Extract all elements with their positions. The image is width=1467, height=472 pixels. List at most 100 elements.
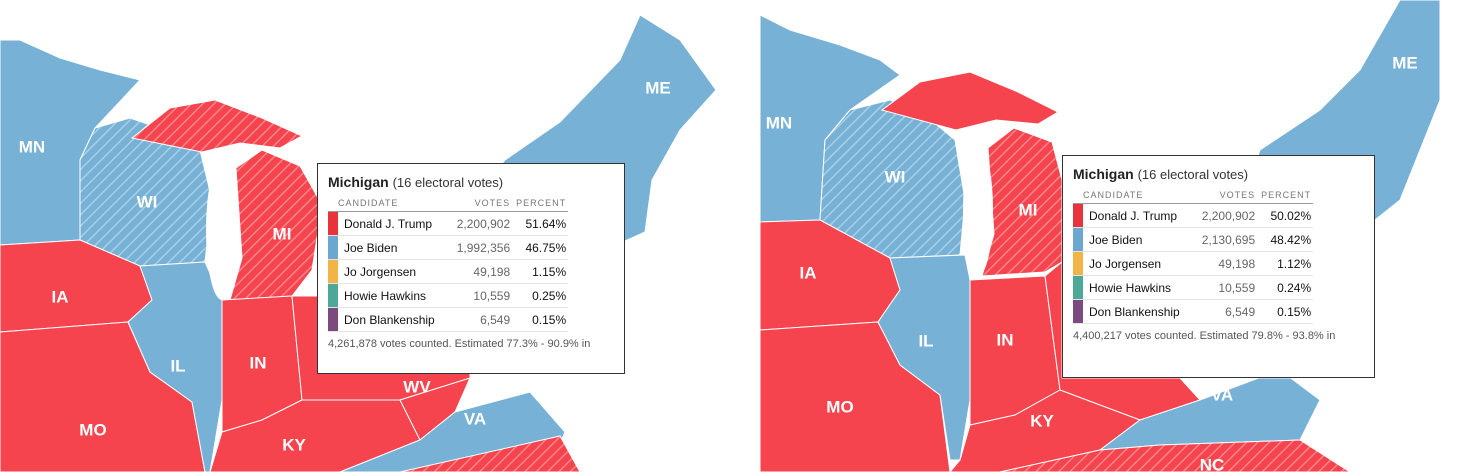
- column-header: PERCENT: [512, 198, 569, 212]
- state-label: WI: [885, 167, 906, 186]
- candidate-name: Donald J. Trump: [1083, 203, 1198, 228]
- candidate-votes: 2,200,902: [1197, 203, 1258, 228]
- candidate-swatch: [328, 307, 338, 332]
- lake-michigan: [963, 144, 993, 276]
- candidate-name: Howie Hawkins: [1083, 275, 1198, 300]
- candidate-name: Joe Biden: [338, 235, 453, 260]
- candidate-swatch: [1073, 275, 1083, 300]
- candidate-votes: 6,549: [452, 307, 513, 332]
- state-label: MN: [19, 137, 45, 156]
- candidate-percent: 0.25%: [512, 283, 569, 308]
- state-label: WI: [137, 192, 158, 211]
- candidate-row: Howie Hawkins 10,559 0.25%: [328, 283, 569, 308]
- state-name: Michigan: [328, 174, 389, 190]
- candidate-percent: 48.42%: [1257, 227, 1314, 252]
- candidate-swatch: [328, 211, 338, 236]
- state-label: MN: [766, 113, 792, 132]
- tooltip: Michigan (16 electoral votes) CANDIDATE VO…: [317, 163, 625, 374]
- column-header: CANDIDATE: [328, 198, 453, 212]
- candidate-row: Don Blankenship 6,549 0.15%: [1073, 299, 1314, 324]
- header-row: CANDIDATE VOTES PERCENT: [328, 198, 569, 212]
- state-label: KY: [1030, 411, 1054, 430]
- candidate-row: Donald J. Trump 2,200,902 51.64%: [328, 211, 569, 236]
- candidate-votes: 10,559: [452, 283, 513, 308]
- state-label: VA: [464, 409, 486, 428]
- candidate-swatch: [328, 235, 338, 260]
- candidate-votes: 2,200,902: [452, 211, 513, 236]
- tooltip: Michigan (16 electoral votes) CANDIDATE VO…: [1062, 155, 1375, 378]
- candidate-name: Don Blankenship: [338, 307, 453, 332]
- column-header: PERCENT: [1257, 190, 1314, 204]
- state-label: IL: [918, 331, 933, 350]
- candidate-swatch: [1073, 251, 1083, 276]
- state-label: NC: [1200, 455, 1225, 472]
- column-header: CANDIDATE: [1073, 190, 1198, 204]
- state-label: MI: [1019, 200, 1038, 219]
- state-label: VA: [1211, 385, 1233, 404]
- tooltip-footer: 4,400,217 votes counted. Estimated 79.8%…: [1073, 330, 1336, 342]
- candidate-percent: 1.15%: [512, 259, 569, 284]
- state-label: KY: [282, 435, 306, 454]
- results-table: CANDIDATE VOTES PERCENT Donald J. Trump 2,20…: [328, 198, 569, 332]
- state-label: MO: [826, 397, 853, 416]
- results-table: CANDIDATE VOTES PERCENT Donald J. Trump 2,20…: [1073, 190, 1314, 324]
- candidate-percent: 0.15%: [512, 307, 569, 332]
- candidate-swatch: [1073, 299, 1083, 324]
- state-label: MI: [273, 224, 292, 243]
- candidate-percent: 0.24%: [1257, 275, 1314, 300]
- candidate-name: Howie Hawkins: [338, 283, 453, 308]
- candidate-votes: 1,992,356: [452, 235, 513, 260]
- header-row: CANDIDATE VOTES PERCENT: [1073, 190, 1314, 204]
- candidate-percent: 46.75%: [512, 235, 569, 260]
- state-label: MO: [79, 420, 106, 439]
- candidate-row: Jo Jorgensen 49,198 1.12%: [1073, 251, 1314, 276]
- state-name: Michigan: [1073, 166, 1134, 182]
- column-header: VOTES: [452, 198, 513, 212]
- candidate-row: Don Blankenship 6,549 0.15%: [328, 307, 569, 332]
- tooltip-title: Michigan (16 electoral votes): [1073, 166, 1364, 182]
- electoral-votes: (16 electoral votes): [1137, 167, 1249, 182]
- state-mi-upper: [130, 99, 304, 153]
- candidate-votes: 6,549: [1197, 299, 1258, 324]
- state-mi-upper: [880, 71, 1060, 131]
- candidate-votes: 10,559: [1197, 275, 1258, 300]
- candidate-name: Jo Jorgensen: [1083, 251, 1198, 276]
- candidate-name: Don Blankenship: [1083, 299, 1198, 324]
- state-label: ME: [645, 78, 671, 97]
- candidate-name: Jo Jorgensen: [338, 259, 453, 284]
- state-label: IA: [52, 287, 69, 306]
- candidate-percent: 0.15%: [1257, 299, 1314, 324]
- candidate-name: Donald J. Trump: [338, 211, 453, 236]
- state-nc: [999, 439, 1351, 472]
- state-label: IL: [170, 356, 185, 375]
- lake-michigan: [206, 160, 238, 300]
- tooltip-title: Michigan (16 electoral votes): [328, 174, 614, 190]
- candidate-swatch: [1073, 203, 1083, 228]
- candidate-percent: 1.12%: [1257, 251, 1314, 276]
- candidate-swatch: [1073, 227, 1083, 252]
- state-label: IN: [250, 353, 267, 372]
- candidate-row: Joe Biden 2,130,695 48.42%: [1073, 227, 1314, 252]
- candidate-swatch: [328, 259, 338, 284]
- candidate-name: Joe Biden: [1083, 227, 1198, 252]
- candidate-row: Joe Biden 1,992,356 46.75%: [328, 235, 569, 260]
- tooltip-footer: 4,261,878 votes counted. Estimated 77.3%…: [328, 338, 591, 350]
- column-header: VOTES: [1197, 190, 1258, 204]
- candidate-percent: 50.02%: [1257, 203, 1314, 228]
- state-label: IN: [997, 330, 1014, 349]
- state-label: IA: [800, 263, 817, 282]
- candidate-votes: 49,198: [1197, 251, 1258, 276]
- candidate-row: Jo Jorgensen 49,198 1.15%: [328, 259, 569, 284]
- candidate-row: Donald J. Trump 2,200,902 50.02%: [1073, 203, 1314, 228]
- state-mi-lower: [229, 149, 323, 301]
- candidate-swatch: [328, 283, 338, 308]
- candidate-row: Howie Hawkins 10,559 0.24%: [1073, 275, 1314, 300]
- candidate-votes: 2,130,695: [1197, 227, 1258, 252]
- state-label: ME: [1392, 53, 1418, 72]
- state-il: [877, 254, 971, 461]
- state-nc: [399, 435, 581, 472]
- state-label: WV: [403, 377, 431, 396]
- candidate-votes: 49,198: [452, 259, 513, 284]
- electoral-votes: (16 electoral votes): [392, 175, 504, 190]
